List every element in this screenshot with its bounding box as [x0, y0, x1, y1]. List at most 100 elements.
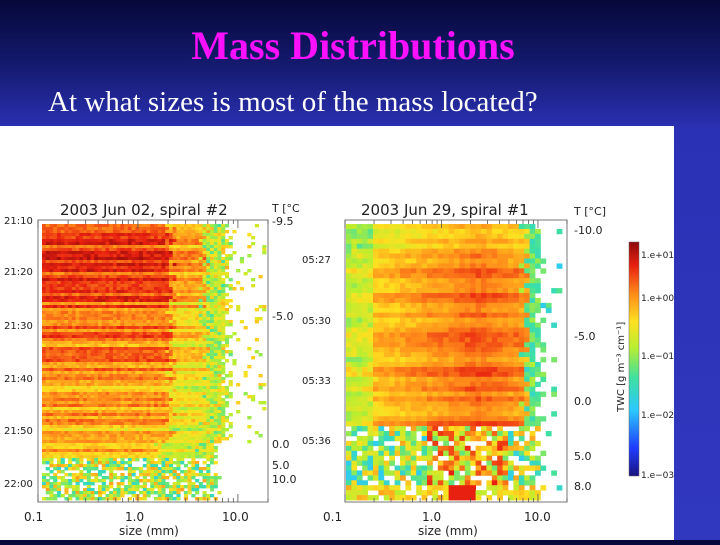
heatmap-cell [217, 371, 221, 374]
heatmap-cell [120, 422, 124, 425]
heatmap-cell [158, 308, 162, 311]
heatmap-cell [184, 470, 188, 473]
heatmap-cell [180, 239, 184, 242]
heatmap-cell [378, 288, 384, 293]
heatmap-cell [225, 404, 229, 407]
heatmap-cell [117, 269, 121, 272]
heatmap-cell [42, 317, 46, 320]
heatmap-cell [113, 404, 117, 407]
heatmap-cell [195, 443, 199, 446]
heatmap-cell [199, 446, 203, 449]
heatmap-cell [214, 383, 218, 386]
heatmap-cell [180, 470, 184, 473]
heatmap-cell [87, 395, 91, 398]
heatmap-cell [161, 383, 165, 386]
heatmap-cell [68, 266, 72, 269]
heatmap-cell [206, 317, 210, 320]
heatmap-cell [135, 398, 139, 401]
heatmap-cell [102, 251, 106, 254]
heatmap-cell [120, 425, 124, 428]
heatmap-cell [180, 476, 184, 479]
heatmap-cell [79, 254, 83, 257]
heatmap-cell [113, 368, 117, 371]
heatmap-cell [180, 407, 184, 410]
heatmap-cell [519, 249, 525, 254]
heatmap-cell [120, 359, 124, 362]
heatmap-cell [135, 266, 139, 269]
heatmap-cell [120, 494, 124, 497]
heatmap-cell [184, 491, 188, 494]
heatmap-cell [378, 278, 384, 283]
heatmap-cell [102, 440, 106, 443]
heatmap-cell [169, 431, 173, 434]
heatmap-cell [169, 287, 173, 290]
heatmap-cell [191, 431, 195, 434]
heatmap-cell [68, 269, 72, 272]
heatmap-cell [154, 269, 158, 272]
heatmap-cell [184, 449, 188, 452]
heatmap-cell [176, 236, 180, 239]
heatmap-cell [217, 293, 221, 296]
heatmap-cell [132, 374, 136, 377]
heatmap-cell [161, 398, 165, 401]
heatmap-cell [217, 401, 221, 404]
heatmap-cell [98, 407, 102, 410]
heatmap-cell [76, 395, 80, 398]
heatmap-cell [191, 251, 195, 254]
heatmap-cell [87, 320, 91, 323]
heatmap-cell [210, 479, 214, 482]
heatmap-cell [102, 254, 106, 257]
heatmap-cell [72, 329, 76, 332]
heatmap-cell [147, 296, 151, 299]
heatmap-cell [120, 431, 124, 434]
heatmap-cell [105, 236, 109, 239]
heatmap-cell [46, 242, 50, 245]
heatmap-cell [91, 431, 95, 434]
heatmap-cell [206, 266, 210, 269]
heatmap-cell [199, 428, 203, 431]
heatmap-cell [61, 248, 65, 251]
heatmap-cell [57, 320, 61, 323]
heatmap-cell [91, 443, 95, 446]
heatmap-cell [217, 272, 221, 275]
heatmap-cell [76, 248, 80, 251]
heatmap-cell [217, 383, 221, 386]
heatmap-cell [105, 452, 109, 455]
heatmap-cell [432, 273, 438, 278]
heatmap-cell [61, 377, 65, 380]
heatmap-cell [180, 242, 184, 245]
heatmap-cell [42, 452, 46, 455]
heatmap-cell [199, 317, 203, 320]
heatmap-cell [262, 251, 266, 254]
heatmap-cell [362, 259, 368, 264]
heatmap-cell [150, 446, 154, 449]
heatmap-cell [229, 257, 233, 260]
heatmap-cell [98, 347, 102, 350]
heatmap-cell [459, 288, 465, 293]
heatmap-cell [378, 234, 384, 239]
heatmap-cell [351, 268, 357, 273]
heatmap-cell [210, 452, 214, 455]
heatmap-cell [158, 395, 162, 398]
heatmap-cell [135, 272, 139, 275]
heatmap-cell [443, 259, 449, 264]
heatmap-cell [46, 449, 50, 452]
heatmap-cell [203, 437, 207, 440]
heatmap-cell [61, 338, 65, 341]
heatmap-cell [42, 359, 46, 362]
heatmap-cell [68, 467, 72, 470]
heatmap-cell [87, 293, 91, 296]
heatmap-cell [46, 437, 50, 440]
heatmap-cell [79, 392, 83, 395]
heatmap-cell [132, 281, 136, 284]
heatmap-cell [76, 305, 80, 308]
heatmap-cell [147, 332, 151, 335]
heatmap-cell [94, 263, 98, 266]
heatmap-cell [124, 488, 128, 491]
heatmap-cell [49, 317, 53, 320]
heatmap-cell [411, 224, 417, 229]
heatmap-cell [147, 392, 151, 395]
heatmap-cell [384, 283, 390, 288]
heatmap-cell [76, 443, 80, 446]
heatmap-cell [135, 365, 139, 368]
